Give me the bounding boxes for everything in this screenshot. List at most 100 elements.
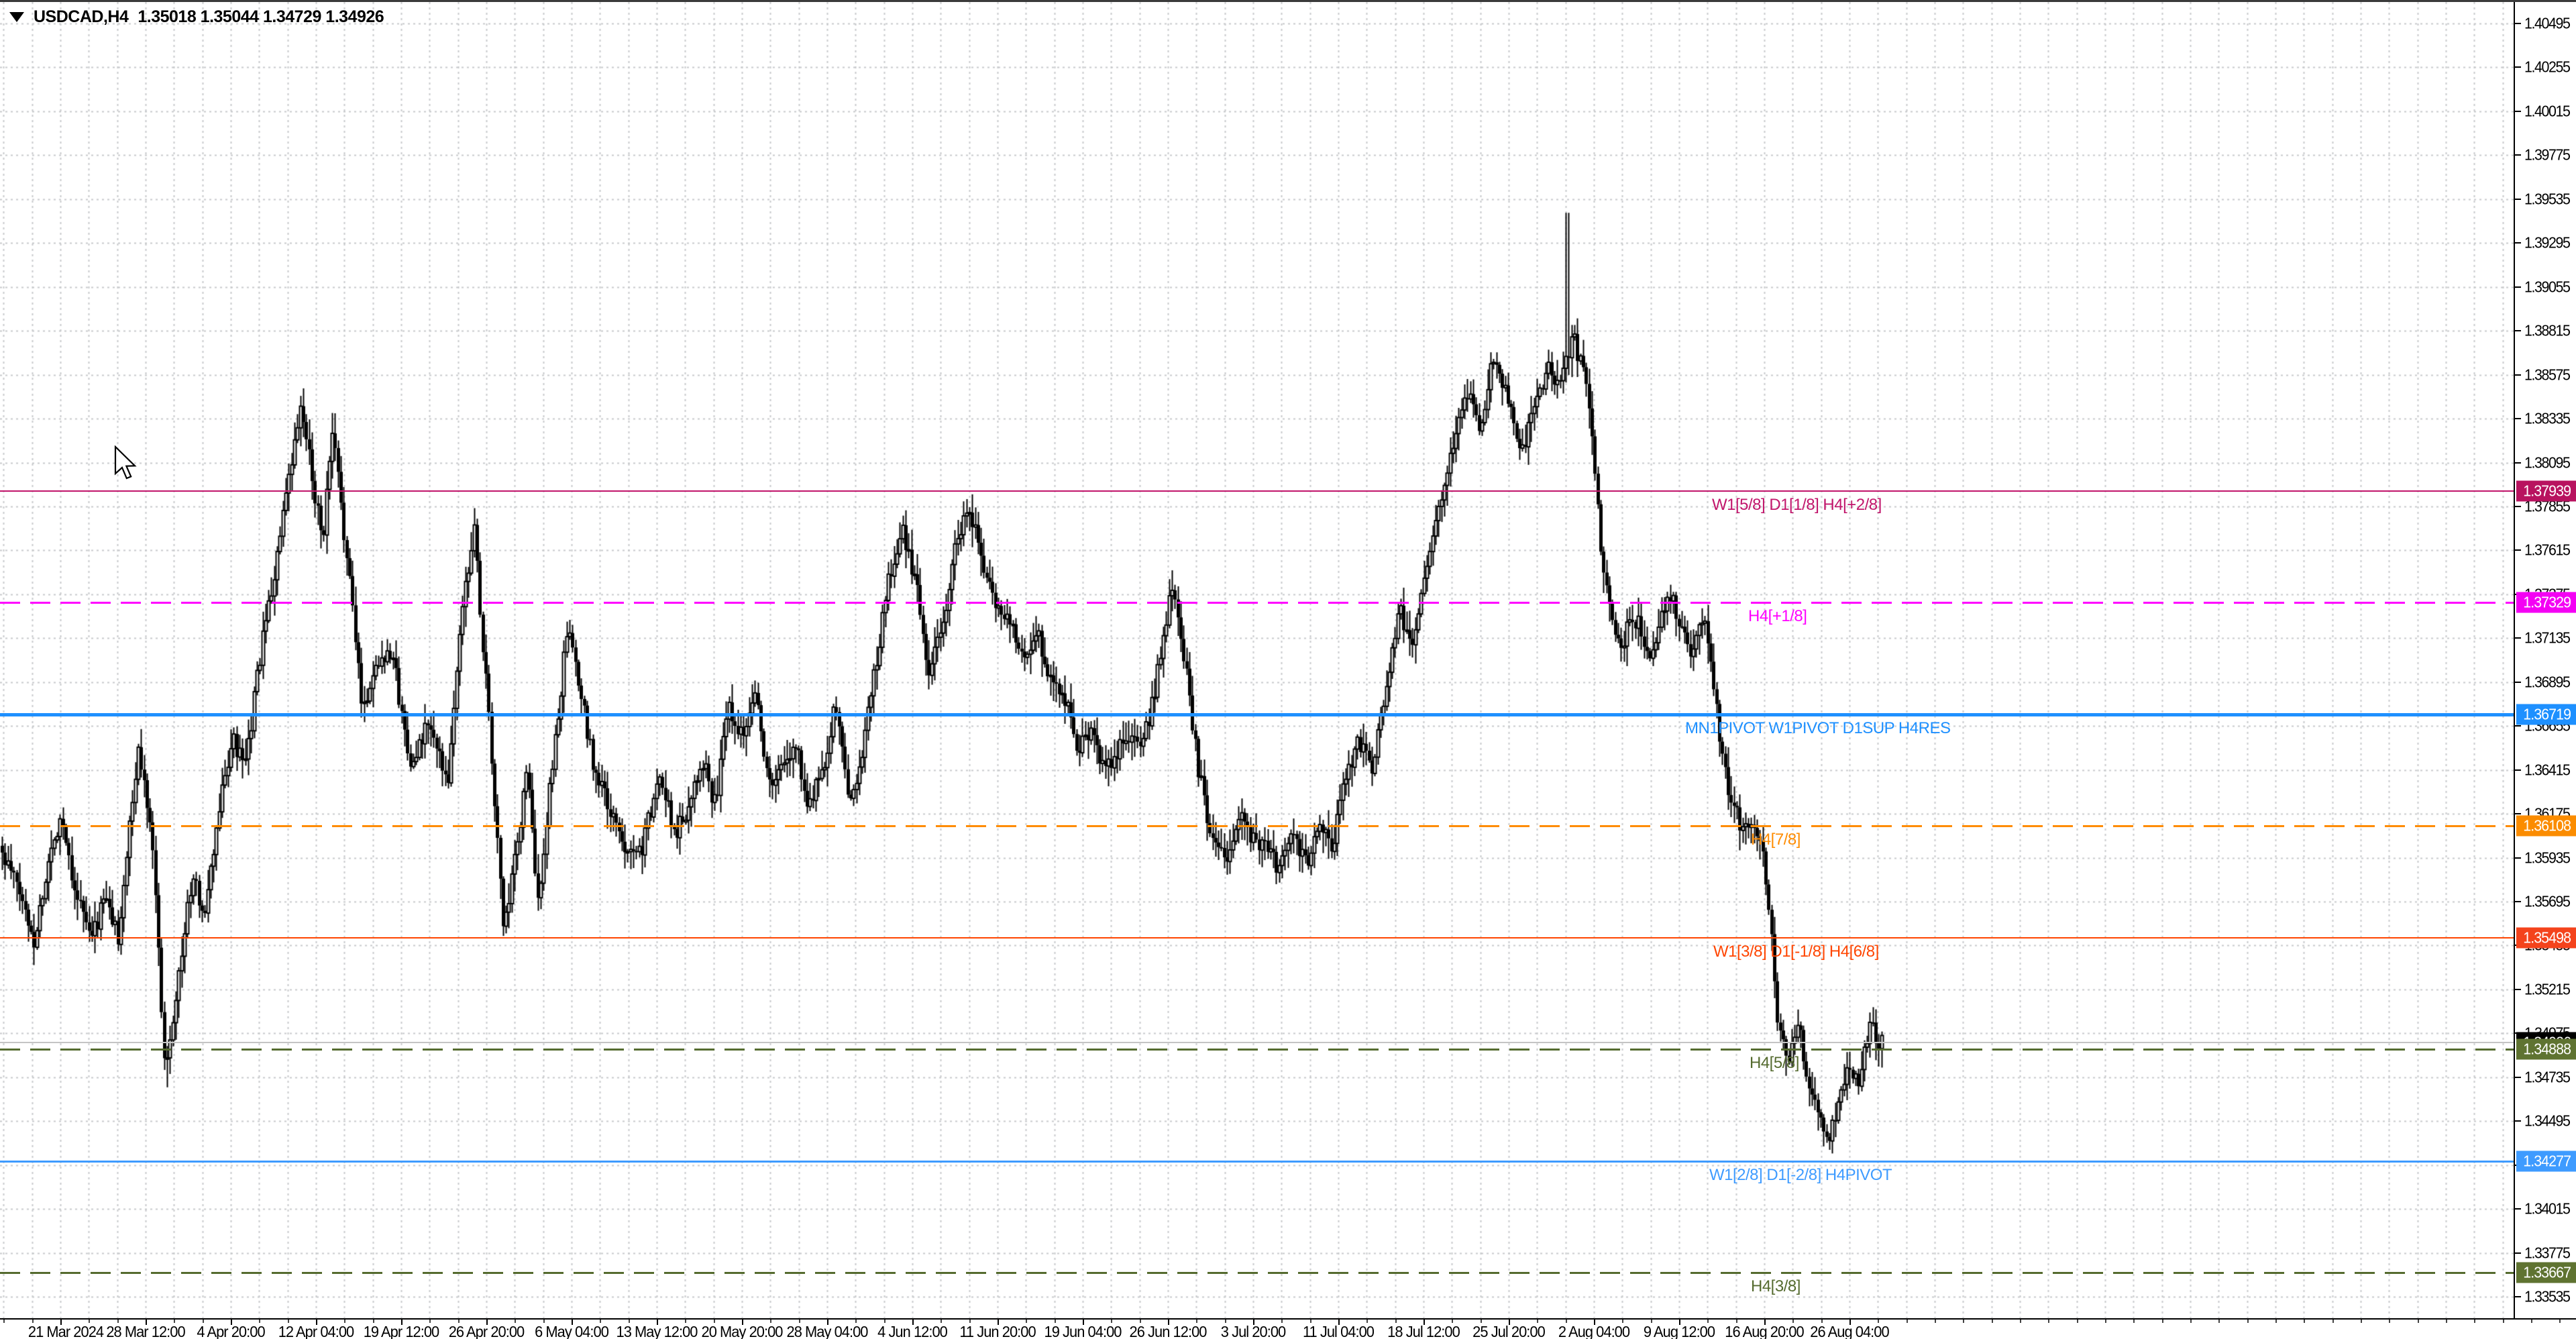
time-tick-mark (2218, 1320, 2220, 1323)
time-tick-mark (1963, 1320, 1964, 1323)
time-tick-mark (1481, 1320, 1482, 1323)
time-tick-mark (543, 1320, 545, 1323)
price-tick-mark (2515, 506, 2521, 507)
level-line[interactable] (0, 937, 2514, 939)
date-label: 25 Jul 20:00 (1472, 1323, 1546, 1339)
time-axis[interactable]: 21 Mar 2024 28 Mar 12:00 4 Apr 20:00 12 Apr… (0, 1320, 2576, 1339)
price-tick-mark (2515, 154, 2521, 156)
plot-area[interactable] (0, 2, 2514, 1318)
price-tick-label: 1.39295 (2524, 233, 2571, 252)
level-line[interactable] (0, 1161, 2514, 1163)
time-tick-mark (1537, 1320, 1538, 1323)
time-tick-mark (1026, 1320, 1027, 1323)
time-tick-mark (998, 1320, 999, 1325)
level-label: H4[5/8] (1750, 1054, 1799, 1072)
time-tick-mark (1821, 1320, 1823, 1323)
time-tick-mark (884, 1320, 885, 1323)
time-tick-mark (1168, 1320, 1169, 1325)
time-tick-mark (1764, 1320, 1766, 1325)
date-label: 6 May 04:00 (535, 1323, 609, 1339)
time-tick-mark (117, 1320, 119, 1323)
time-tick-mark (1111, 1320, 1112, 1323)
time-tick-mark (1140, 1320, 1141, 1323)
time-tick-mark (401, 1320, 402, 1325)
time-tick-mark (2418, 1320, 2419, 1323)
date-label: 12 Apr 04:00 (278, 1323, 354, 1339)
time-tick-mark (1509, 1320, 1510, 1325)
time-tick-mark (1083, 1320, 1084, 1325)
price-tick-label: 1.35935 (2524, 849, 2571, 867)
level-line[interactable] (0, 825, 2514, 827)
time-tick-mark (2559, 1320, 2561, 1323)
time-tick-mark (1651, 1320, 1652, 1323)
level-line[interactable] (0, 1049, 2514, 1051)
price-tick-label: 1.39535 (2524, 190, 2571, 208)
price-tick-label: 1.37135 (2524, 629, 2571, 647)
price-tick-mark (2515, 769, 2521, 771)
price-tick-label: 1.34495 (2524, 1112, 2571, 1130)
level-label: W1[2/8] D1[-2/8] H4PIVOT (1709, 1166, 1892, 1184)
price-tick-mark (2515, 901, 2521, 902)
level-line[interactable] (0, 490, 2514, 492)
date-label: 11 Jun 20:00 (959, 1323, 1036, 1339)
price-level-badge: 1.35498 (2516, 927, 2576, 949)
price-tick-label: 1.38335 (2524, 409, 2571, 427)
time-tick-mark (1395, 1320, 1397, 1323)
price-tick-mark (2515, 1252, 2521, 1254)
time-tick-mark (1907, 1320, 1908, 1323)
price-axis-separator (2514, 2, 2515, 1318)
price-level-badge: 1.36719 (2516, 704, 2576, 725)
price-tick-label: 1.36415 (2524, 761, 2571, 779)
time-tick-mark (1679, 1320, 1680, 1325)
ohlc-quote-text: 1.35018 1.35044 1.34729 1.34926 (138, 7, 384, 26)
time-tick-mark (203, 1320, 204, 1323)
time-tick-mark (657, 1320, 658, 1325)
price-tick-mark (2515, 989, 2521, 990)
time-tick-mark (146, 1320, 147, 1325)
price-tick-mark (2515, 462, 2521, 464)
time-tick-mark (742, 1320, 743, 1325)
time-tick-mark (2275, 1320, 2277, 1323)
time-tick-mark (1281, 1320, 1283, 1323)
level-line[interactable] (0, 713, 2514, 716)
level-line[interactable] (0, 1042, 2514, 1043)
time-tick-mark (2531, 1320, 2532, 1323)
price-level-badge: 1.36108 (2516, 815, 2576, 837)
level-label: H4[3/8] (1751, 1277, 1801, 1295)
price-tick-mark (2515, 1296, 2521, 1297)
time-tick-mark (32, 1320, 34, 1323)
date-label: 4 Apr 20:00 (197, 1323, 265, 1339)
chart-header: USDCAD,H4 1.35018 1.35044 1.34729 1.3492… (9, 7, 384, 27)
time-tick-mark (1594, 1320, 1595, 1325)
level-line[interactable] (0, 602, 2514, 604)
date-label: 19 Jun 04:00 (1044, 1323, 1122, 1339)
date-label: 2 Aug 04:00 (1558, 1323, 1630, 1339)
price-tick-mark (2515, 374, 2521, 376)
time-tick-mark (1992, 1320, 1993, 1323)
time-tick-mark (969, 1320, 971, 1323)
time-tick-mark (316, 1320, 317, 1325)
time-tick-mark (855, 1320, 857, 1323)
level-line[interactable] (0, 1272, 2514, 1274)
date-label: 28 Mar 12:00 (106, 1323, 185, 1339)
time-tick-mark (1253, 1320, 1254, 1325)
time-tick-mark (515, 1320, 516, 1323)
chart-marker-icon[interactable] (9, 12, 24, 22)
level-label: W1[3/8] D1[-1/8] H4[6/8] (1713, 943, 1879, 961)
price-level-badge: 1.34888 (2516, 1038, 2576, 1060)
price-tick-label: 1.34735 (2524, 1068, 2571, 1086)
time-tick-mark (714, 1320, 715, 1323)
time-tick-mark (799, 1320, 800, 1323)
candlestick-chart[interactable] (0, 2, 2514, 1318)
time-tick-mark (1338, 1320, 1340, 1325)
price-tick-label: 1.38095 (2524, 453, 2571, 472)
date-label: 4 Jun 12:00 (877, 1323, 948, 1339)
price-tick-label: 1.35695 (2524, 892, 2571, 910)
price-tick-mark (2515, 813, 2521, 814)
date-label: 20 May 20:00 (701, 1323, 783, 1339)
price-tick-mark (2515, 1208, 2521, 1210)
price-axis[interactable]: 1.40495 1.40255 1.40015 1.39775 1.39535 1.392… (2515, 2, 2576, 1318)
time-tick-mark (259, 1320, 260, 1323)
time-tick-mark (1707, 1320, 1709, 1323)
